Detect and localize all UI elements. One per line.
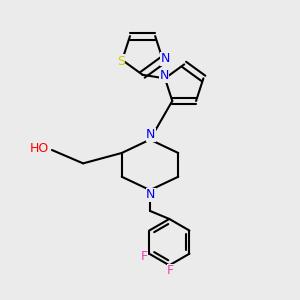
Text: N: N — [160, 52, 170, 65]
Text: N: N — [159, 70, 169, 83]
Text: N: N — [146, 128, 156, 141]
Text: N: N — [146, 188, 156, 201]
Text: S: S — [117, 55, 125, 68]
Text: F: F — [140, 250, 148, 262]
Text: HO: HO — [30, 142, 49, 155]
Text: F: F — [167, 264, 174, 277]
